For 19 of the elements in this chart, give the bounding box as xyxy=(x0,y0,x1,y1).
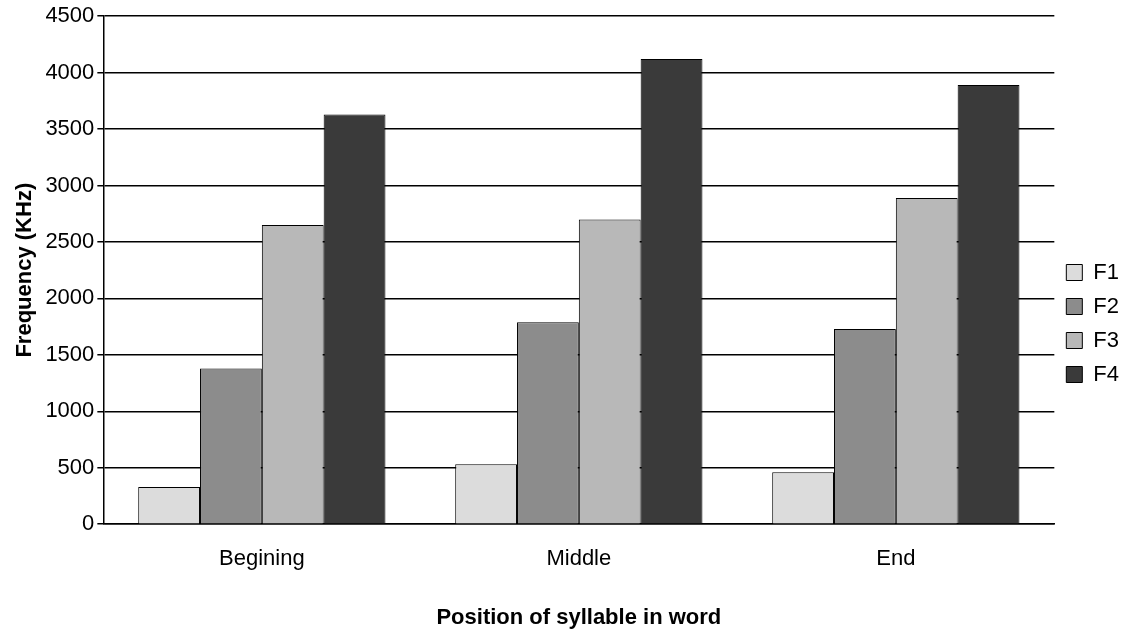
y-tick-label: 2500 xyxy=(45,228,95,254)
x-tick-label: Middle xyxy=(546,545,612,571)
legend-label: F2 xyxy=(1093,292,1120,318)
y-tick-label: 4000 xyxy=(45,58,95,84)
x-tick-label: End xyxy=(876,545,916,571)
y-tick-label: 3500 xyxy=(45,115,95,141)
y-tick-label: 0 xyxy=(82,510,95,536)
y-tick-label: 1500 xyxy=(45,340,95,366)
x-tick-label: Begining xyxy=(219,545,305,571)
legend-label: F3 xyxy=(1093,326,1120,352)
y-tick-label: 500 xyxy=(57,453,95,479)
legend-label: F1 xyxy=(1093,258,1120,284)
y-tick-label: 2000 xyxy=(45,284,95,310)
y-tick-label: 4500 xyxy=(45,2,95,28)
legend-label: F4 xyxy=(1093,360,1120,386)
x-axis-title: Position of syllable in word xyxy=(436,603,722,629)
y-axis-title: Frequency (KHz) xyxy=(11,182,37,358)
y-tick-label: 1000 xyxy=(45,397,95,423)
y-tick-label: 3000 xyxy=(45,171,95,197)
